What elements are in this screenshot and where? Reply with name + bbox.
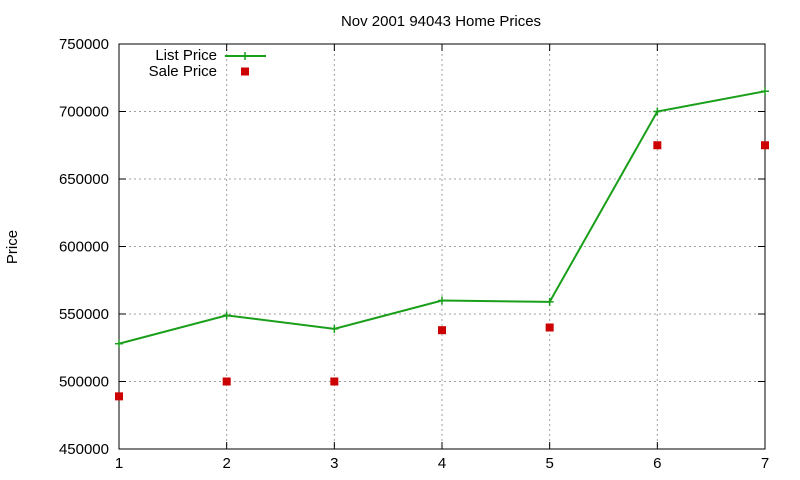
sale-price-point xyxy=(115,392,123,401)
sale-price-point xyxy=(653,141,662,150)
grid xyxy=(119,44,765,449)
series xyxy=(115,87,769,401)
y-tick-label: 550000 xyxy=(59,306,109,323)
sale-price-point xyxy=(761,141,769,150)
y-tick-label: 450000 xyxy=(59,441,109,458)
list-price-point xyxy=(545,297,554,306)
y-tick-label: 500000 xyxy=(59,374,109,391)
list-price-point xyxy=(330,324,339,333)
x-tick-label: 5 xyxy=(545,455,553,472)
list-price-point xyxy=(115,339,123,348)
x-tick-label: 4 xyxy=(438,455,446,472)
x-tick-label: 7 xyxy=(761,455,769,472)
x-tick-label: 6 xyxy=(653,455,661,472)
x-tick-label: 3 xyxy=(330,455,338,472)
y-axis-label: Price xyxy=(4,230,21,264)
y-tick-label: 700000 xyxy=(59,104,109,121)
sale-price-point xyxy=(545,323,554,332)
list-price-point xyxy=(653,107,662,116)
legend-marker-list-price xyxy=(241,52,249,60)
chart-title: Nov 2001 94043 Home Prices xyxy=(341,13,541,30)
y-tick-label: 600000 xyxy=(59,239,109,256)
legend: List Price Sale Price xyxy=(149,47,266,80)
list-price-point xyxy=(761,87,769,96)
list-price-point xyxy=(438,296,446,305)
sale-price-point xyxy=(438,326,446,335)
x-tick-label: 1 xyxy=(115,455,123,472)
legend-label-list-price: List Price xyxy=(155,47,217,64)
y-tick-label: 650000 xyxy=(59,171,109,188)
x-axis: 1 2 3 4 5 6 7 xyxy=(115,44,769,472)
y-tick-label: 750000 xyxy=(59,36,109,53)
plot-frame xyxy=(118,43,766,450)
x-tick-label: 2 xyxy=(222,455,230,472)
list-price-point xyxy=(222,311,231,320)
legend-marker-sale-price xyxy=(241,67,249,76)
legend-label-sale-price: Sale Price xyxy=(149,63,217,80)
sale-price-point xyxy=(222,377,231,386)
sale-price-point xyxy=(330,377,339,386)
